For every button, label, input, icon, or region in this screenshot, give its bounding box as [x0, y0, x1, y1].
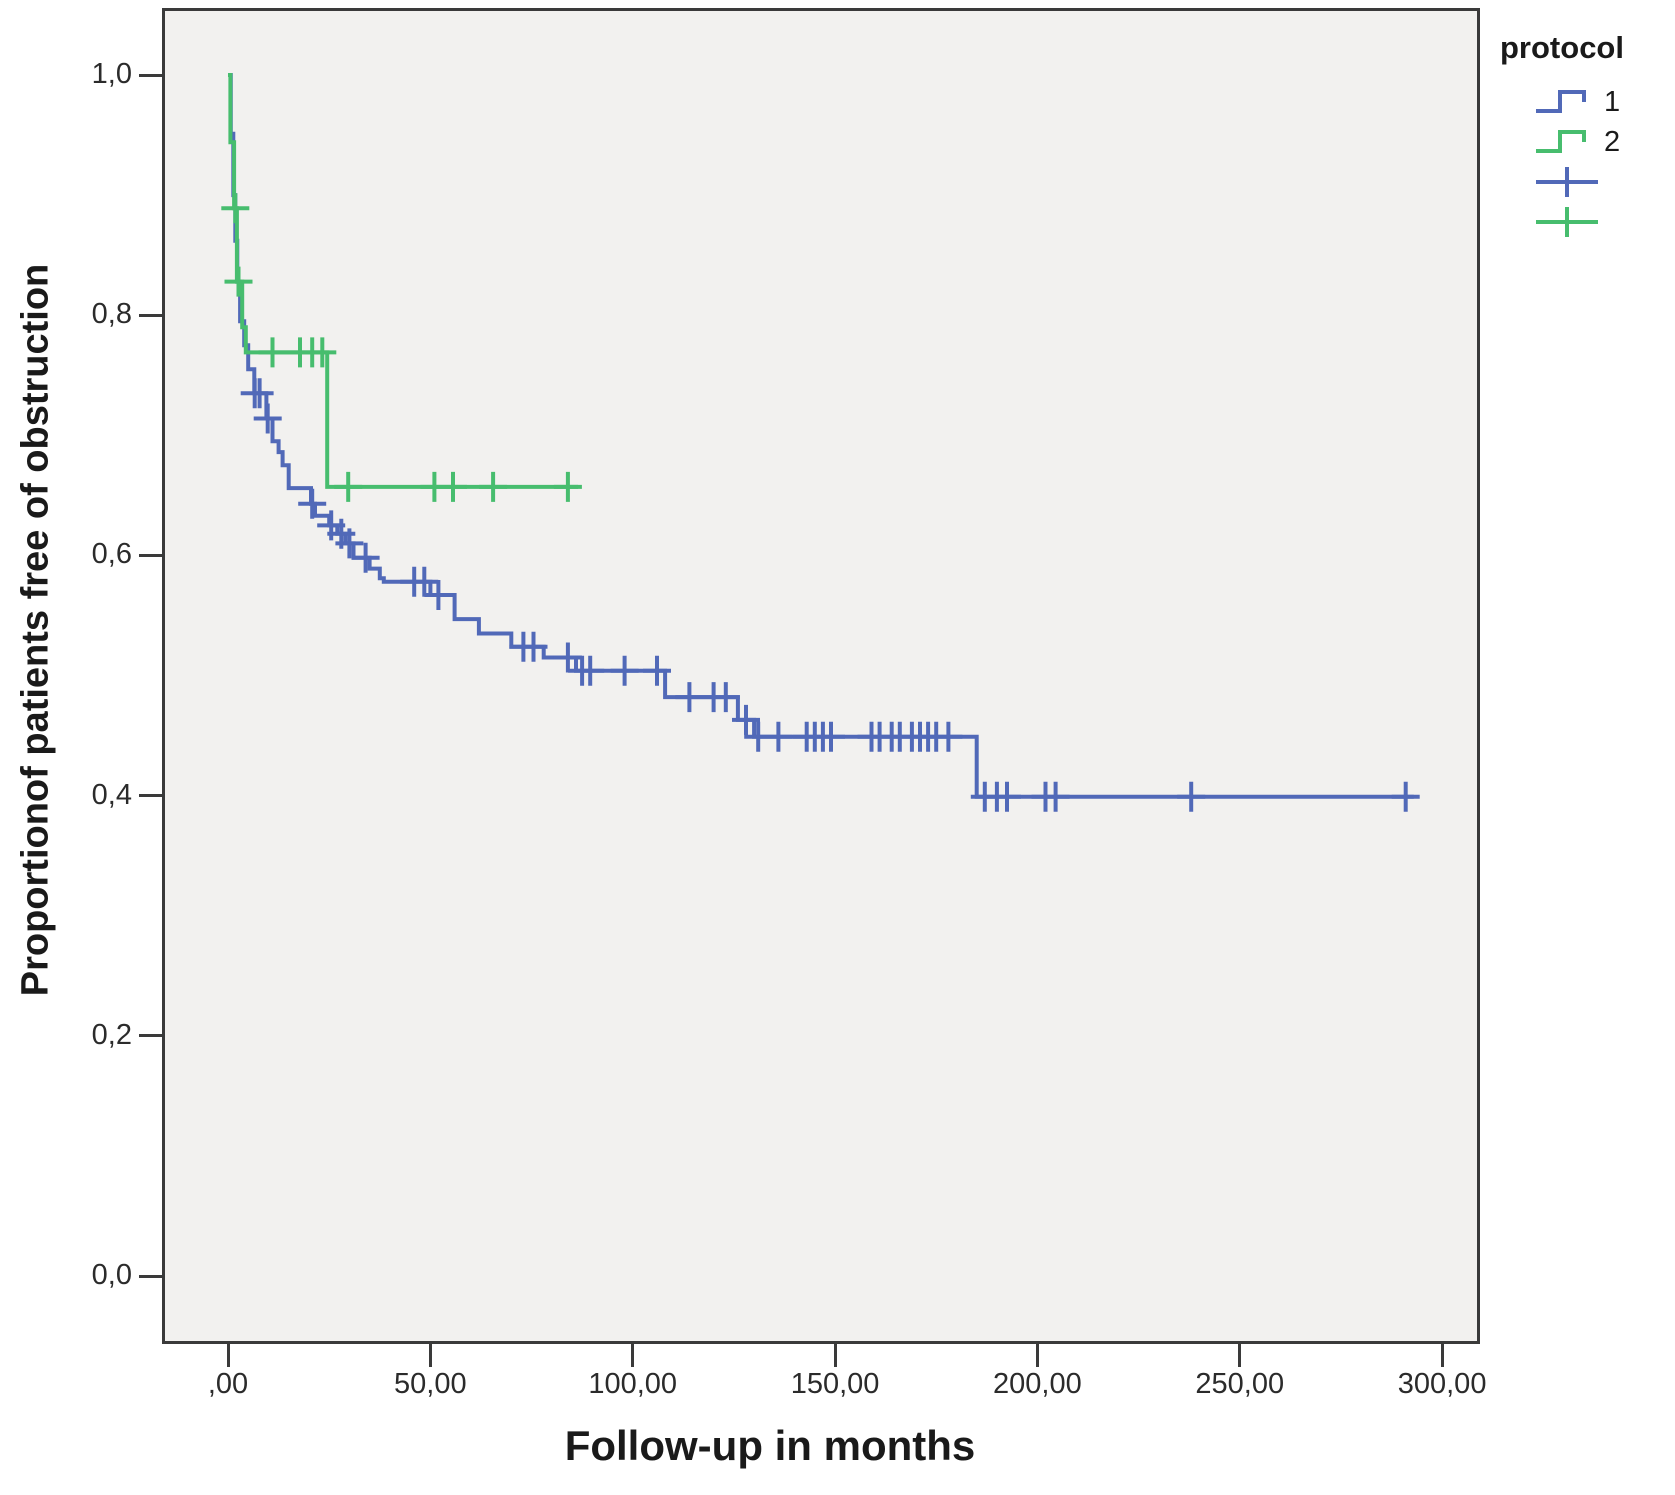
- y-tick-mark: [139, 313, 162, 317]
- survival-curve-protocol-2: [228, 73, 579, 489]
- x-tick-mark: [833, 1344, 837, 1367]
- y-tick-label: 0,0: [91, 1259, 132, 1291]
- censor-plus-icon-protocol-1: [1536, 167, 1598, 197]
- step-line-icon-protocol-1: [1536, 90, 1586, 113]
- plot-area: [162, 8, 1480, 1344]
- y-tick-label: 0,6: [91, 538, 132, 571]
- x-tick-label: 150,00: [790, 1368, 880, 1400]
- x-tick-label: 100,00: [588, 1368, 678, 1400]
- x-tick-mark: [428, 1344, 432, 1367]
- x-tick-label: 300,00: [1397, 1368, 1487, 1400]
- x-tick-label: ,00: [207, 1368, 249, 1400]
- legend-row-protocol-1: 1: [1534, 82, 1675, 122]
- x-tick-mark: [226, 1344, 230, 1367]
- survival-curves-canvas: [221, 73, 1420, 812]
- x-tick-mark: [631, 1344, 635, 1367]
- censor-plus-icon-protocol-2: [1536, 207, 1598, 237]
- y-tick-mark: [139, 1034, 162, 1038]
- y-tick-mark: [139, 1274, 162, 1278]
- censor-marks-protocol-1: [240, 378, 1420, 812]
- x-tick-mark: [1035, 1344, 1039, 1367]
- legend-title: protocol: [1500, 30, 1624, 65]
- x-tick-mark: [1440, 1344, 1444, 1367]
- legend: protocol 1 2: [1500, 30, 1675, 242]
- x-tick-label: 250,00: [1195, 1368, 1285, 1400]
- legend-row-censored-2: [1534, 202, 1675, 242]
- legend-label-protocol-1: 1: [1604, 85, 1621, 118]
- x-tick-label: 200,00: [993, 1368, 1082, 1400]
- legend-row-protocol-2: 2: [1534, 122, 1675, 162]
- y-tick-mark: [139, 553, 162, 557]
- step-line-icon-protocol-2: [1536, 130, 1586, 153]
- y-tick-label: 1,0: [91, 58, 132, 90]
- y-tick-label: 0,8: [91, 298, 132, 331]
- y-tick-mark: [139, 794, 162, 798]
- censor-marks-protocol-2: [221, 193, 582, 502]
- x-tick-label: 50,00: [394, 1368, 467, 1400]
- y-tick-mark: [139, 73, 162, 77]
- survival-curve-protocol-1: [228, 73, 1414, 799]
- y-tick-label: 0,4: [91, 778, 132, 811]
- legend-row-censored-1: [1534, 162, 1675, 202]
- legend-label-protocol-2: 2: [1604, 125, 1621, 158]
- y-axis-title: Proportionof patients free of obstructio…: [14, 263, 57, 997]
- x-axis-title: Follow-up in months: [564, 1422, 976, 1469]
- y-tick-label: 0,2: [91, 1018, 132, 1051]
- x-tick-mark: [1238, 1344, 1242, 1367]
